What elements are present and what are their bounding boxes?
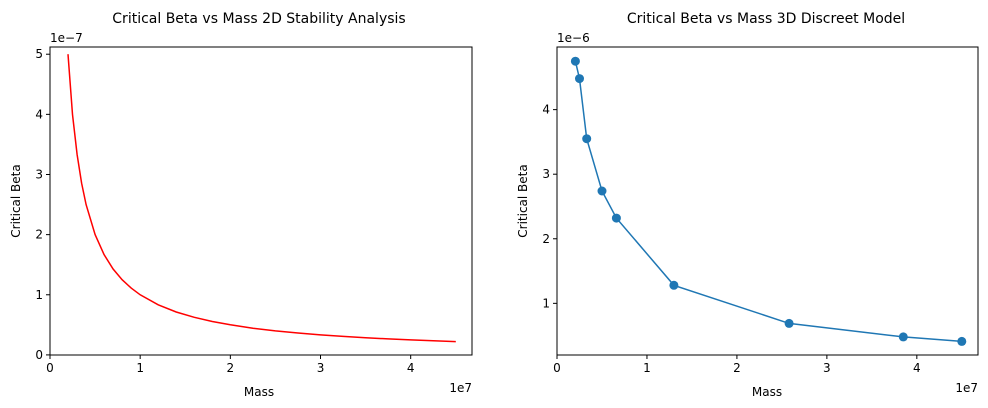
y-tick-label: 3: [542, 167, 550, 181]
x-tick-label: 1: [643, 361, 651, 375]
x-axis-label: Mass: [244, 385, 274, 399]
y-tick-label: 4: [35, 107, 43, 121]
y-tick-label: 1: [35, 288, 43, 302]
data-point: [597, 186, 607, 196]
y-tick-label: 0: [35, 348, 43, 362]
x-axis-label: Mass: [752, 385, 782, 399]
x-tick-label: 3: [317, 361, 325, 375]
chart-3d-discreet-model: Critical Beta vs Mass 3D Discreet Model …: [516, 11, 979, 399]
x-offset-label: 1e7: [449, 381, 472, 395]
series-line: [67, 54, 456, 343]
y-tick-label: 5: [35, 47, 43, 61]
axes-frame: [556, 46, 979, 356]
x-tick-label: 2: [733, 361, 741, 375]
y-tick-label: 3: [35, 167, 43, 181]
data-point: [575, 74, 584, 84]
y-tick-label: 4: [542, 103, 550, 117]
series-line: [574, 61, 962, 343]
y-tick-label: 2: [35, 228, 43, 242]
y-tick-label: 2: [542, 232, 550, 246]
data-point: [570, 56, 580, 66]
x-tick-label: 3: [823, 361, 831, 375]
x-tick-label: 4: [913, 361, 921, 375]
chart-2d-stability: Critical Beta vs Mass 2D Stability Analy…: [9, 11, 473, 399]
data-point: [669, 280, 679, 290]
y-offset-label: 1e−6: [557, 31, 590, 45]
x-tick-label: 1: [136, 361, 144, 375]
y-tick-label: 1: [542, 296, 550, 310]
data-point: [784, 318, 794, 328]
chart-title: Critical Beta vs Mass 3D Discreet Model: [627, 11, 905, 27]
data-point: [957, 336, 967, 346]
y-offset-label: 1e−7: [50, 31, 83, 45]
data-point: [611, 213, 621, 223]
x-offset-label: 1e7: [955, 381, 978, 395]
y-axis-label: Critical Beta: [9, 164, 23, 237]
chart-title: Critical Beta vs Mass 2D Stability Analy…: [112, 11, 405, 27]
axes-frame: [49, 46, 473, 356]
data-point: [898, 332, 908, 342]
x-tick-label: 0: [553, 361, 561, 375]
y-axis-label: Critical Beta: [516, 164, 530, 237]
x-tick-label: 0: [46, 361, 54, 375]
x-tick-label: 4: [407, 361, 415, 375]
x-tick-label: 2: [227, 361, 235, 375]
data-point: [582, 134, 592, 144]
